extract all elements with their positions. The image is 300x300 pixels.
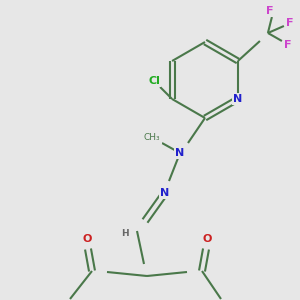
Text: N: N <box>233 94 242 104</box>
Text: CH₃: CH₃ <box>144 134 160 142</box>
Text: O: O <box>82 234 92 244</box>
Text: N: N <box>176 148 184 158</box>
Text: Cl: Cl <box>148 76 160 86</box>
Text: H: H <box>121 229 129 238</box>
Text: N: N <box>160 188 169 198</box>
Text: F: F <box>284 40 292 50</box>
Text: F: F <box>286 18 294 28</box>
Text: F: F <box>266 6 274 16</box>
Text: O: O <box>202 234 212 244</box>
